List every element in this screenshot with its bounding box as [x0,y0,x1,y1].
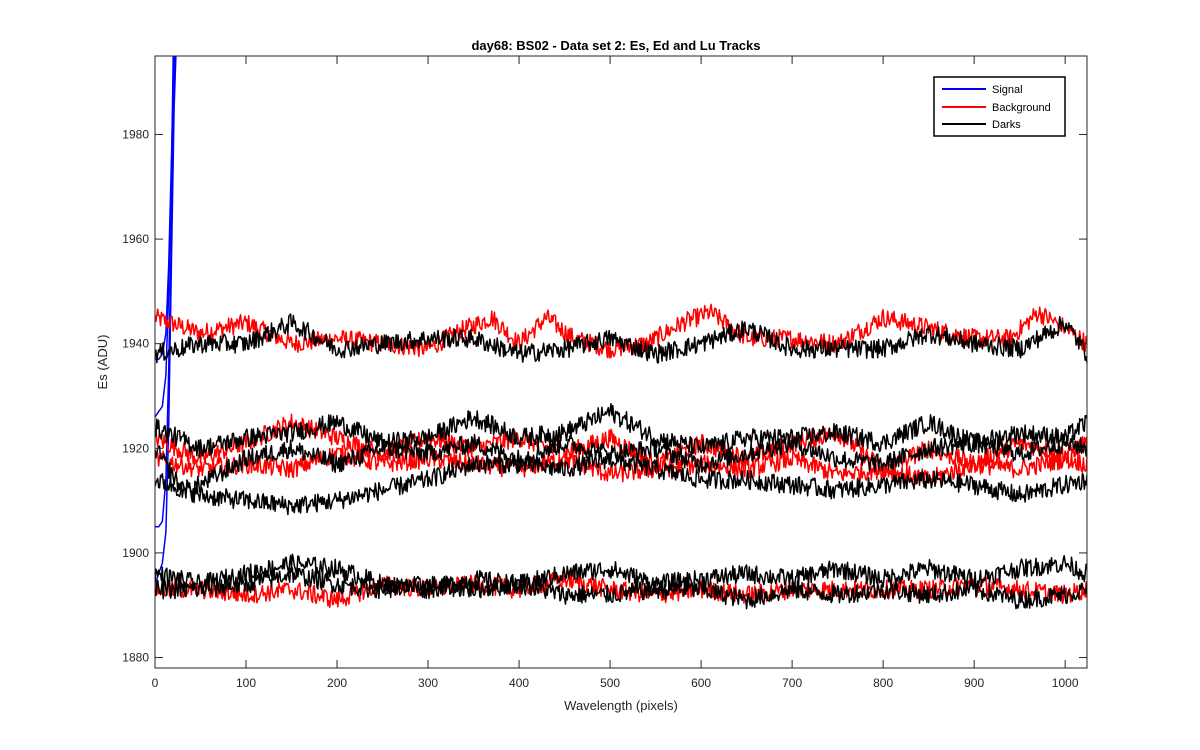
series-line-darks-11 [155,451,1087,516]
x-tick-label-5: 500 [600,676,620,690]
series-line-darks-10 [155,433,1087,499]
x-tick-label-9: 900 [964,676,984,690]
legend-label-darks: Darks [992,119,1021,131]
y-axis-ticks: 1880 1900 1920 1940 1960 1980 [122,127,1087,665]
y-tick-label-4: 1960 [122,232,149,246]
series-line-darks-12 [155,553,1087,600]
x-tick-label-8: 800 [873,676,893,690]
series-line-background-4 [155,303,1087,359]
x-axis-ticks: 0 100 200 300 400 500 600 700 800 900 1000 [152,56,1079,690]
y-tick-label-2: 1920 [122,441,149,455]
series-line-darks-13 [155,567,1087,610]
x-tick-label-4: 400 [509,676,529,690]
chart-title: day68: BS02 - Data set 2: Es, Ed and Lu … [471,38,760,53]
x-tick-label-10: 1000 [1052,676,1079,690]
legend: Signal Background Darks [933,76,1066,137]
x-tick-label-7: 700 [782,676,802,690]
x-tick-label-6: 600 [691,676,711,690]
x-axis-label: Wavelength (pixels) [564,698,678,713]
y-tick-label-3: 1940 [122,337,149,351]
series-line-darks-9 [155,402,1087,458]
series-line-darks-8 [155,313,1087,364]
x-tick-label-2: 200 [327,676,347,690]
series-line-signal-1 [155,56,174,418]
plot-border [154,55,1088,669]
legend-label-background: Background [992,102,1051,114]
series-layer [155,56,1087,610]
y-tick-label-0: 1880 [122,651,149,665]
y-axis-label: Es (ADU) [95,335,110,390]
series-line-background-7 [155,570,1087,608]
x-tick-label-0: 0 [152,676,159,690]
legend-label-signal: Signal [992,84,1023,96]
y-tick-label-1: 1900 [122,546,149,560]
y-tick-label-5: 1980 [122,127,149,141]
x-tick-label-3: 300 [418,676,438,690]
x-tick-label-1: 100 [236,676,256,690]
